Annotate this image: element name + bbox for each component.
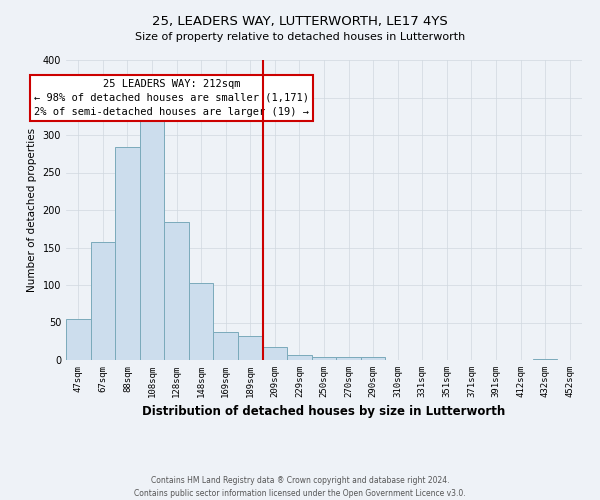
Bar — [140, 116, 164, 360]
Bar — [238, 336, 263, 360]
Bar — [91, 242, 115, 360]
Bar — [164, 222, 189, 360]
Text: Size of property relative to detached houses in Lutterworth: Size of property relative to detached ho… — [135, 32, 465, 42]
Bar — [287, 355, 312, 360]
Bar — [336, 357, 361, 360]
Bar — [115, 147, 140, 360]
Bar — [263, 346, 287, 360]
Bar — [214, 332, 238, 360]
Bar — [66, 319, 91, 360]
Y-axis label: Number of detached properties: Number of detached properties — [27, 128, 37, 292]
Bar — [361, 357, 385, 360]
Text: 25 LEADERS WAY: 212sqm
← 98% of detached houses are smaller (1,171)
2% of semi-d: 25 LEADERS WAY: 212sqm ← 98% of detached… — [34, 78, 309, 116]
Text: Contains HM Land Registry data ® Crown copyright and database right 2024.
Contai: Contains HM Land Registry data ® Crown c… — [134, 476, 466, 498]
Bar — [189, 283, 214, 360]
Bar — [312, 357, 336, 360]
Text: 25, LEADERS WAY, LUTTERWORTH, LE17 4YS: 25, LEADERS WAY, LUTTERWORTH, LE17 4YS — [152, 15, 448, 28]
X-axis label: Distribution of detached houses by size in Lutterworth: Distribution of detached houses by size … — [142, 406, 506, 418]
Bar — [533, 358, 557, 360]
